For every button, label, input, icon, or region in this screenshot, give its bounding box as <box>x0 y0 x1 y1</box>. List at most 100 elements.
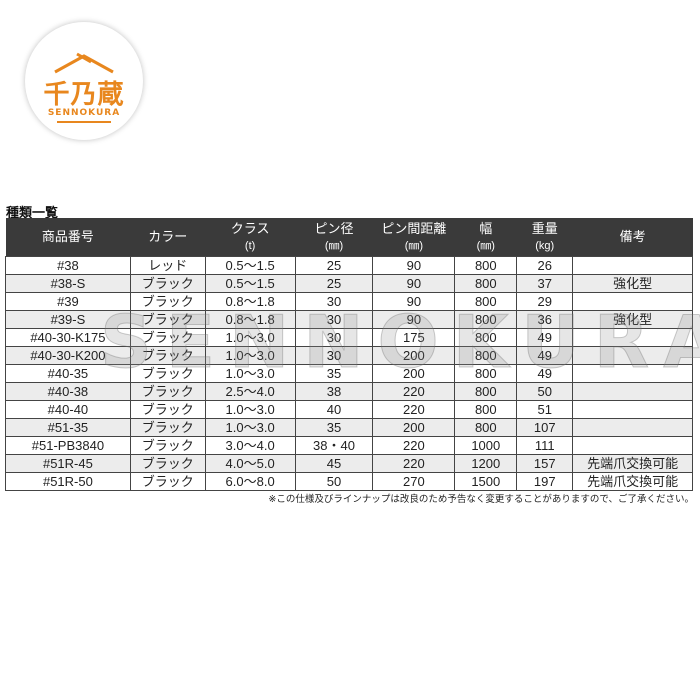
table-cell: 49 <box>516 328 574 347</box>
table-cell: 38 <box>294 382 374 401</box>
table-cell: ブラック <box>129 310 206 329</box>
table-cell: 強化型 <box>572 310 693 329</box>
table-cell <box>572 328 693 347</box>
header-label: 備考 <box>619 229 646 244</box>
column-header: 商品番号 <box>5 218 131 257</box>
table-cell: 25 <box>294 256 374 275</box>
column-header: ピン間距離 (㎜) <box>372 218 455 257</box>
table-cell: 157 <box>516 454 574 473</box>
table-cell: 1500 <box>454 472 518 491</box>
table-row: #40-40 ブラック 1.0〜3.0 40 220 800 51 <box>5 400 693 419</box>
table-cell: 270 <box>372 472 456 491</box>
table-cell: 51 <box>516 400 574 419</box>
spec-table: 商品番号 カラー クラス (t) ピン径 (㎜) ピン間距離 (㎜) 幅 (㎜) 重量 (kg) 備考 … <box>5 218 693 491</box>
table-cell: 30 <box>294 310 374 329</box>
table-cell: 1200 <box>454 454 518 473</box>
table-cell: 800 <box>454 382 518 401</box>
brand-logo: 千乃蔵 SENNOKURA <box>25 22 143 140</box>
table-row: #40-38 ブラック 2.5〜4.0 38 220 800 50 <box>5 382 693 401</box>
table-cell: 220 <box>372 382 456 401</box>
logo-text: SENNOKURA <box>47 108 121 118</box>
table-row: #38-S ブラック 0.5〜1.5 25 90 800 37 強化型 <box>5 274 693 293</box>
table-cell: #38 <box>5 256 131 275</box>
table-cell: ブラック <box>129 274 206 293</box>
table-cell: 90 <box>372 256 456 275</box>
table-cell: 200 <box>372 346 456 365</box>
header-unit: (kg) <box>535 239 555 252</box>
table-cell: ブラック <box>129 454 206 473</box>
table-cell: 0.8〜1.8 <box>204 292 296 311</box>
table-cell: 175 <box>372 328 456 347</box>
header-label: カラー <box>148 229 188 244</box>
table-cell: ブラック <box>129 364 206 383</box>
table-cell: 45 <box>294 454 374 473</box>
table-cell: 49 <box>516 364 574 383</box>
table-cell: 111 <box>516 436 574 455</box>
table-cell: 800 <box>454 274 518 293</box>
table-cell: 800 <box>454 292 518 311</box>
column-header: カラー <box>130 218 206 257</box>
table-cell: 35 <box>294 364 374 383</box>
table-cell: 1.0〜3.0 <box>204 328 296 347</box>
column-header: 重量 (kg) <box>516 218 573 257</box>
table-row: #51R-45 ブラック 4.0〜5.0 45 220 1200 157 先端爪交換可能 <box>5 454 693 473</box>
logo-underline <box>57 121 111 123</box>
table-row: #38 レッド 0.5〜1.5 25 90 800 26 <box>5 256 693 275</box>
table-cell: 220 <box>372 436 456 455</box>
table-cell: 35 <box>294 418 374 437</box>
column-header: クラス (t) <box>205 218 296 257</box>
table-cell: 37 <box>516 274 574 293</box>
column-header: ピン径 (㎜) <box>295 218 373 257</box>
section-title: 種類一覧 <box>6 206 59 221</box>
table-cell: 90 <box>372 292 456 311</box>
table-cell: 3.0〜4.0 <box>204 436 296 455</box>
table-cell: 50 <box>516 382 574 401</box>
table-row: #40-30-K200 ブラック 1.0〜3.0 30 200 800 49 <box>5 346 693 365</box>
table-cell: ブラック <box>129 400 206 419</box>
table-cell: 800 <box>454 364 518 383</box>
table-cell <box>572 292 693 311</box>
table-cell: 40 <box>294 400 374 419</box>
header-unit: (㎜) <box>404 239 424 252</box>
table-cell: 90 <box>372 274 456 293</box>
table-cell: 800 <box>454 310 518 329</box>
table-cell: 30 <box>294 328 374 347</box>
table-cell: 30 <box>294 292 374 311</box>
table-cell: 800 <box>454 328 518 347</box>
logo-kanji: 千乃蔵 <box>43 80 125 110</box>
table-cell: #51-PB3840 <box>5 436 131 455</box>
table-cell: 1.0〜3.0 <box>204 364 296 383</box>
table-cell: 1.0〜3.0 <box>204 346 296 365</box>
table-cell: 800 <box>454 400 518 419</box>
table-cell: 0.5〜1.5 <box>204 274 296 293</box>
table-cell: ブラック <box>129 382 206 401</box>
column-header: 幅 (㎜) <box>454 218 517 257</box>
table-cell: #39-S <box>5 310 131 329</box>
table-cell: #38-S <box>5 274 131 293</box>
header-label: ピン径 <box>314 220 354 236</box>
table-cell <box>572 256 693 275</box>
table-cell <box>572 346 693 365</box>
table-cell <box>572 436 693 455</box>
header-unit: (㎜) <box>476 239 495 252</box>
table-cell: #51R-45 <box>5 454 131 473</box>
table-cell: 220 <box>372 400 456 419</box>
table-cell: 50 <box>294 472 374 491</box>
header-label: 商品番号 <box>41 229 94 244</box>
table-cell: 800 <box>454 418 518 437</box>
table-cell: 0.5〜1.5 <box>204 256 296 275</box>
header-unit: (t) <box>244 239 256 252</box>
table-cell: 26 <box>516 256 574 275</box>
header-label: 重量 <box>531 220 558 236</box>
table-cell: 220 <box>372 454 456 473</box>
table-cell: レッド <box>129 256 206 275</box>
table-cell: 800 <box>454 346 518 365</box>
table-cell: 29 <box>516 292 574 311</box>
table-cell: 49 <box>516 346 574 365</box>
table-cell <box>572 400 693 419</box>
table-cell: 38・40 <box>294 436 374 455</box>
table-cell: 90 <box>372 310 456 329</box>
table-cell: 先端爪交換可能 <box>572 472 693 491</box>
table-cell: 800 <box>454 256 518 275</box>
table-cell: 200 <box>372 418 456 437</box>
